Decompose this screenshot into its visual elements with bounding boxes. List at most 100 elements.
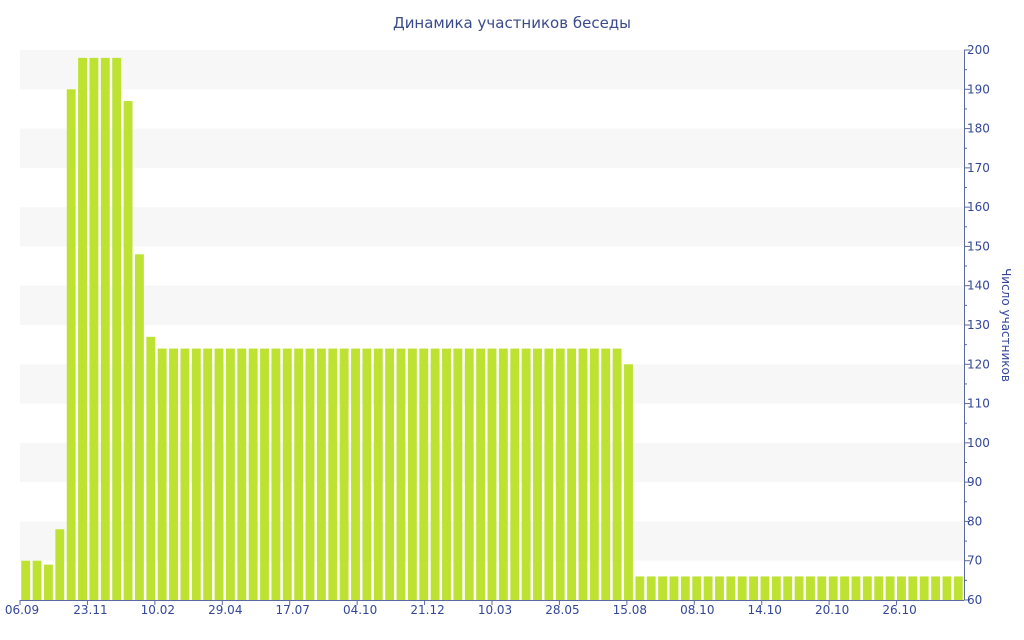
bar [726, 576, 736, 600]
plot-band [20, 128, 964, 168]
bar [476, 348, 486, 600]
bar [78, 57, 87, 601]
bar [237, 348, 247, 600]
bar [248, 348, 258, 600]
bar [396, 348, 406, 600]
bar [874, 576, 884, 600]
bar [521, 348, 531, 600]
y-tick-label: 60 [967, 593, 982, 607]
bar [32, 560, 42, 600]
bar [373, 348, 383, 600]
y-tick-label: 150 [967, 239, 990, 253]
bar [510, 348, 520, 600]
bar [771, 576, 781, 600]
bar [612, 348, 622, 600]
y-tick-label: 70 [967, 554, 982, 568]
bar [419, 348, 429, 600]
plot-band [20, 50, 964, 90]
bar [260, 348, 269, 600]
y-tick-label: 100 [967, 436, 990, 450]
bar [794, 576, 804, 600]
bar [407, 348, 417, 600]
x-tick-label: 21.12 [410, 603, 444, 617]
bar [453, 348, 463, 600]
bar [44, 564, 53, 600]
bar [806, 576, 815, 600]
bar [351, 348, 360, 600]
bar [100, 57, 110, 601]
bar [225, 348, 235, 600]
bar [851, 576, 861, 600]
y-tick-label: 140 [967, 279, 990, 293]
chart-title: Динамика участников беседы [393, 14, 631, 32]
bar [271, 348, 281, 600]
y-tick-label: 80 [967, 514, 982, 528]
bar [578, 348, 588, 600]
bar [328, 348, 338, 600]
bar [749, 576, 759, 600]
y-tick-label: 110 [967, 397, 990, 411]
y-axis-ticks: 60 70 80 90 100 110 120 130 140 150 160 170 180 190 20… [964, 43, 990, 607]
bar [533, 348, 542, 600]
bar [669, 576, 679, 600]
bar [89, 57, 99, 601]
bar [442, 348, 451, 600]
bar [305, 348, 315, 600]
y-tick-label: 90 [967, 475, 982, 489]
bar [385, 348, 395, 600]
bar [316, 348, 326, 600]
x-tick-label: 15.08 [613, 603, 647, 617]
bar [191, 348, 201, 600]
bar [294, 348, 304, 600]
y-tick-label: 200 [967, 43, 990, 57]
bar [635, 576, 645, 600]
bar [214, 348, 224, 600]
bar [55, 529, 65, 600]
x-axis-ticks: 06.09 23.11 10.02 29.04 17.07 04.10 21.12 10.03… [5, 600, 917, 617]
bar [123, 101, 133, 600]
y-tick-label: 130 [967, 318, 990, 332]
bar [157, 348, 167, 600]
bar [828, 576, 838, 600]
x-tick-label: 28.05 [545, 603, 579, 617]
bar [544, 348, 554, 600]
bar [169, 348, 178, 600]
y-axis-label: Число участников [999, 268, 1013, 382]
bar [737, 576, 747, 600]
bar [942, 576, 952, 600]
bar [953, 576, 963, 600]
plot-band [20, 285, 964, 325]
x-tick-label: 23.11 [73, 603, 107, 617]
bar [817, 576, 827, 600]
bar [680, 576, 690, 600]
bar [589, 348, 599, 600]
plot-band [20, 207, 964, 247]
y-tick-label: 180 [967, 122, 990, 136]
x-tick-label: 08.10 [680, 603, 714, 617]
bar [783, 576, 793, 600]
bar [146, 336, 156, 600]
bar [931, 576, 940, 600]
x-tick-label: 10.03 [478, 603, 512, 617]
bar [692, 576, 702, 600]
bar [601, 348, 611, 600]
y-tick-label: 190 [967, 82, 990, 96]
bar [464, 348, 474, 600]
bar [658, 576, 668, 600]
bar [646, 576, 656, 600]
y-tick-label: 120 [967, 357, 990, 371]
bar [897, 576, 906, 600]
x-tick-label: 17.07 [276, 603, 310, 617]
x-tick-label: 29.04 [208, 603, 242, 617]
bar [715, 576, 724, 600]
y-tick-label: 170 [967, 161, 990, 175]
bar [498, 348, 508, 600]
x-tick-label: 04.10 [343, 603, 377, 617]
bar [203, 348, 213, 600]
bar [430, 348, 440, 600]
bar [362, 348, 372, 600]
bar [862, 576, 872, 600]
bar [180, 348, 190, 600]
